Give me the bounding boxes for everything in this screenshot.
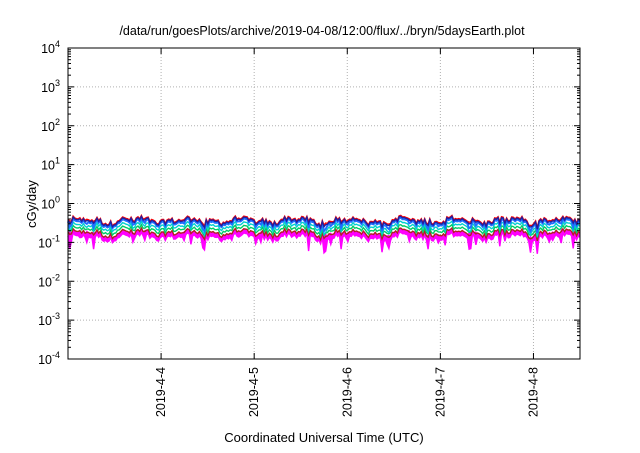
series-line: [67, 214, 581, 230]
y-axis: 10-4 10-3 10-2 10-1 100 101 102 103 104: [38, 39, 580, 367]
y-tick-label: 10-3: [38, 311, 60, 328]
x-axis: 2019-4-4 2019-4-5 2019-4-6 2019-4-7 2019-4-8: [154, 48, 540, 417]
y-tick-label: 104: [41, 39, 60, 56]
series-line: [67, 219, 581, 237]
y-tick-label: 101: [41, 156, 60, 173]
y-tick-label: 103: [41, 78, 60, 95]
series-group: [67, 213, 581, 255]
y-tick-label: 10-4: [38, 350, 60, 367]
grid: [68, 48, 580, 359]
x-tick-label: 2019-4-8: [526, 367, 540, 417]
x-tick-label: 2019-4-6: [340, 367, 354, 417]
y-tick-label: 100: [41, 195, 60, 212]
chart-title: /data/run/goesPlots/archive/2019-04-08/1…: [119, 24, 525, 38]
series-area: [68, 228, 580, 254]
x-tick-label: 2019-4-5: [247, 367, 261, 417]
series-line: [67, 226, 581, 242]
x-axis-label: Coordinated Universal Time (UTC): [224, 430, 423, 445]
x-tick-label: 2019-4-7: [433, 367, 447, 417]
y-tick-label: 10-2: [38, 272, 60, 289]
x-tick-label: 2019-4-4: [154, 367, 168, 417]
y-tick-label: 102: [41, 117, 60, 134]
series-line: [67, 230, 581, 255]
y-tick-label: 10-1: [38, 233, 60, 250]
y-axis-label: cGy/day: [24, 180, 39, 228]
